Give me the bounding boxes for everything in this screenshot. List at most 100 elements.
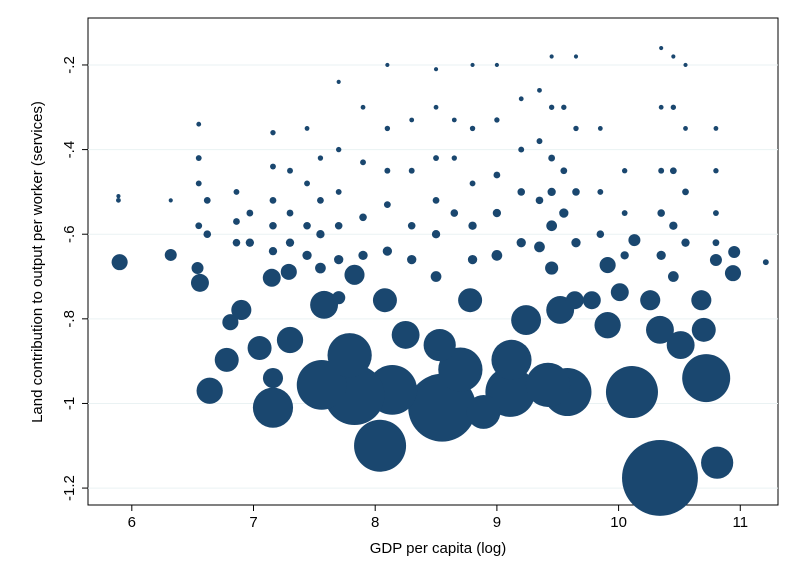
bubble [303, 221, 311, 230]
bubble [565, 291, 584, 310]
bubble [682, 354, 731, 403]
bubble [728, 245, 741, 258]
bubble [548, 154, 556, 162]
bubble [671, 54, 676, 59]
bubble [286, 209, 294, 217]
bubble [262, 268, 281, 287]
bubble [334, 254, 344, 265]
bubble [304, 126, 310, 131]
bubble [317, 196, 324, 204]
bubble [438, 347, 483, 392]
bubble [666, 331, 695, 360]
bubble [196, 121, 202, 127]
bubble [640, 290, 661, 311]
bubble [597, 126, 603, 131]
bubble [468, 221, 477, 230]
bubble [358, 250, 368, 261]
bubble [360, 159, 366, 166]
bubble [670, 104, 677, 110]
bubble [469, 180, 476, 187]
bubble [491, 249, 503, 261]
bubble [534, 241, 545, 253]
bubble [336, 146, 342, 153]
bubble [621, 210, 628, 216]
bubble [491, 339, 532, 380]
bubble [391, 320, 420, 349]
bubble [335, 188, 342, 195]
bubble [712, 210, 719, 216]
bubble [359, 213, 367, 222]
bubble [382, 246, 393, 256]
bubble [191, 262, 204, 275]
bubble [560, 167, 568, 175]
bubble [628, 234, 641, 247]
bubble [280, 263, 297, 280]
bubble [262, 368, 284, 389]
bubble [231, 299, 252, 320]
x-tick-label: 6 [128, 514, 136, 531]
y-tick-label: -1.2 [61, 475, 78, 501]
bubble [610, 283, 629, 302]
bubble [525, 362, 571, 407]
bubble [432, 196, 440, 204]
bubble [559, 208, 569, 218]
bubble [433, 104, 439, 110]
bubble [315, 262, 326, 274]
bubble [269, 221, 277, 230]
y-tick-label: -.2 [61, 56, 78, 74]
bubble [433, 155, 439, 161]
bubble [646, 315, 674, 344]
bubble [458, 288, 483, 313]
bubble [659, 45, 664, 51]
x-tick-label: 9 [493, 514, 501, 531]
bubble [407, 221, 416, 230]
bubble [493, 171, 501, 179]
bubble [233, 218, 240, 225]
bubble [195, 180, 202, 187]
bubble [724, 265, 742, 282]
bubble [195, 222, 203, 230]
x-tick-label: 8 [371, 514, 379, 531]
bubble [713, 126, 719, 131]
x-tick-label: 10 [610, 514, 627, 531]
bubble [571, 238, 581, 248]
bubble [545, 261, 559, 275]
x-tick-label: 7 [249, 514, 257, 531]
bubble [470, 62, 475, 68]
bubble [268, 246, 278, 256]
bubble [709, 254, 722, 267]
bubble [451, 117, 457, 123]
bubble [111, 254, 128, 271]
bubble [713, 168, 719, 174]
bubble [669, 221, 678, 230]
bubble [546, 220, 558, 232]
bubble [408, 167, 415, 174]
bubble [548, 104, 555, 110]
bubble [518, 96, 524, 102]
bubble [549, 54, 554, 59]
bubble [296, 359, 347, 410]
bubble [304, 180, 310, 187]
bubble [667, 271, 679, 282]
bubble [431, 230, 441, 239]
bubble [190, 273, 209, 292]
bubble [409, 117, 415, 123]
bubble [287, 167, 293, 174]
bubble [383, 201, 391, 208]
bubble [232, 238, 241, 247]
bubble [691, 317, 716, 342]
bubble [247, 336, 272, 361]
bubble [195, 155, 202, 161]
bubble [535, 196, 544, 205]
bubble [372, 288, 397, 313]
bubble [285, 238, 295, 247]
bubble [683, 62, 688, 68]
bubble [762, 259, 769, 266]
bubble [516, 238, 526, 248]
bubble [518, 146, 525, 153]
bubble [469, 125, 476, 132]
bubble [681, 238, 690, 247]
bubble [517, 188, 526, 196]
